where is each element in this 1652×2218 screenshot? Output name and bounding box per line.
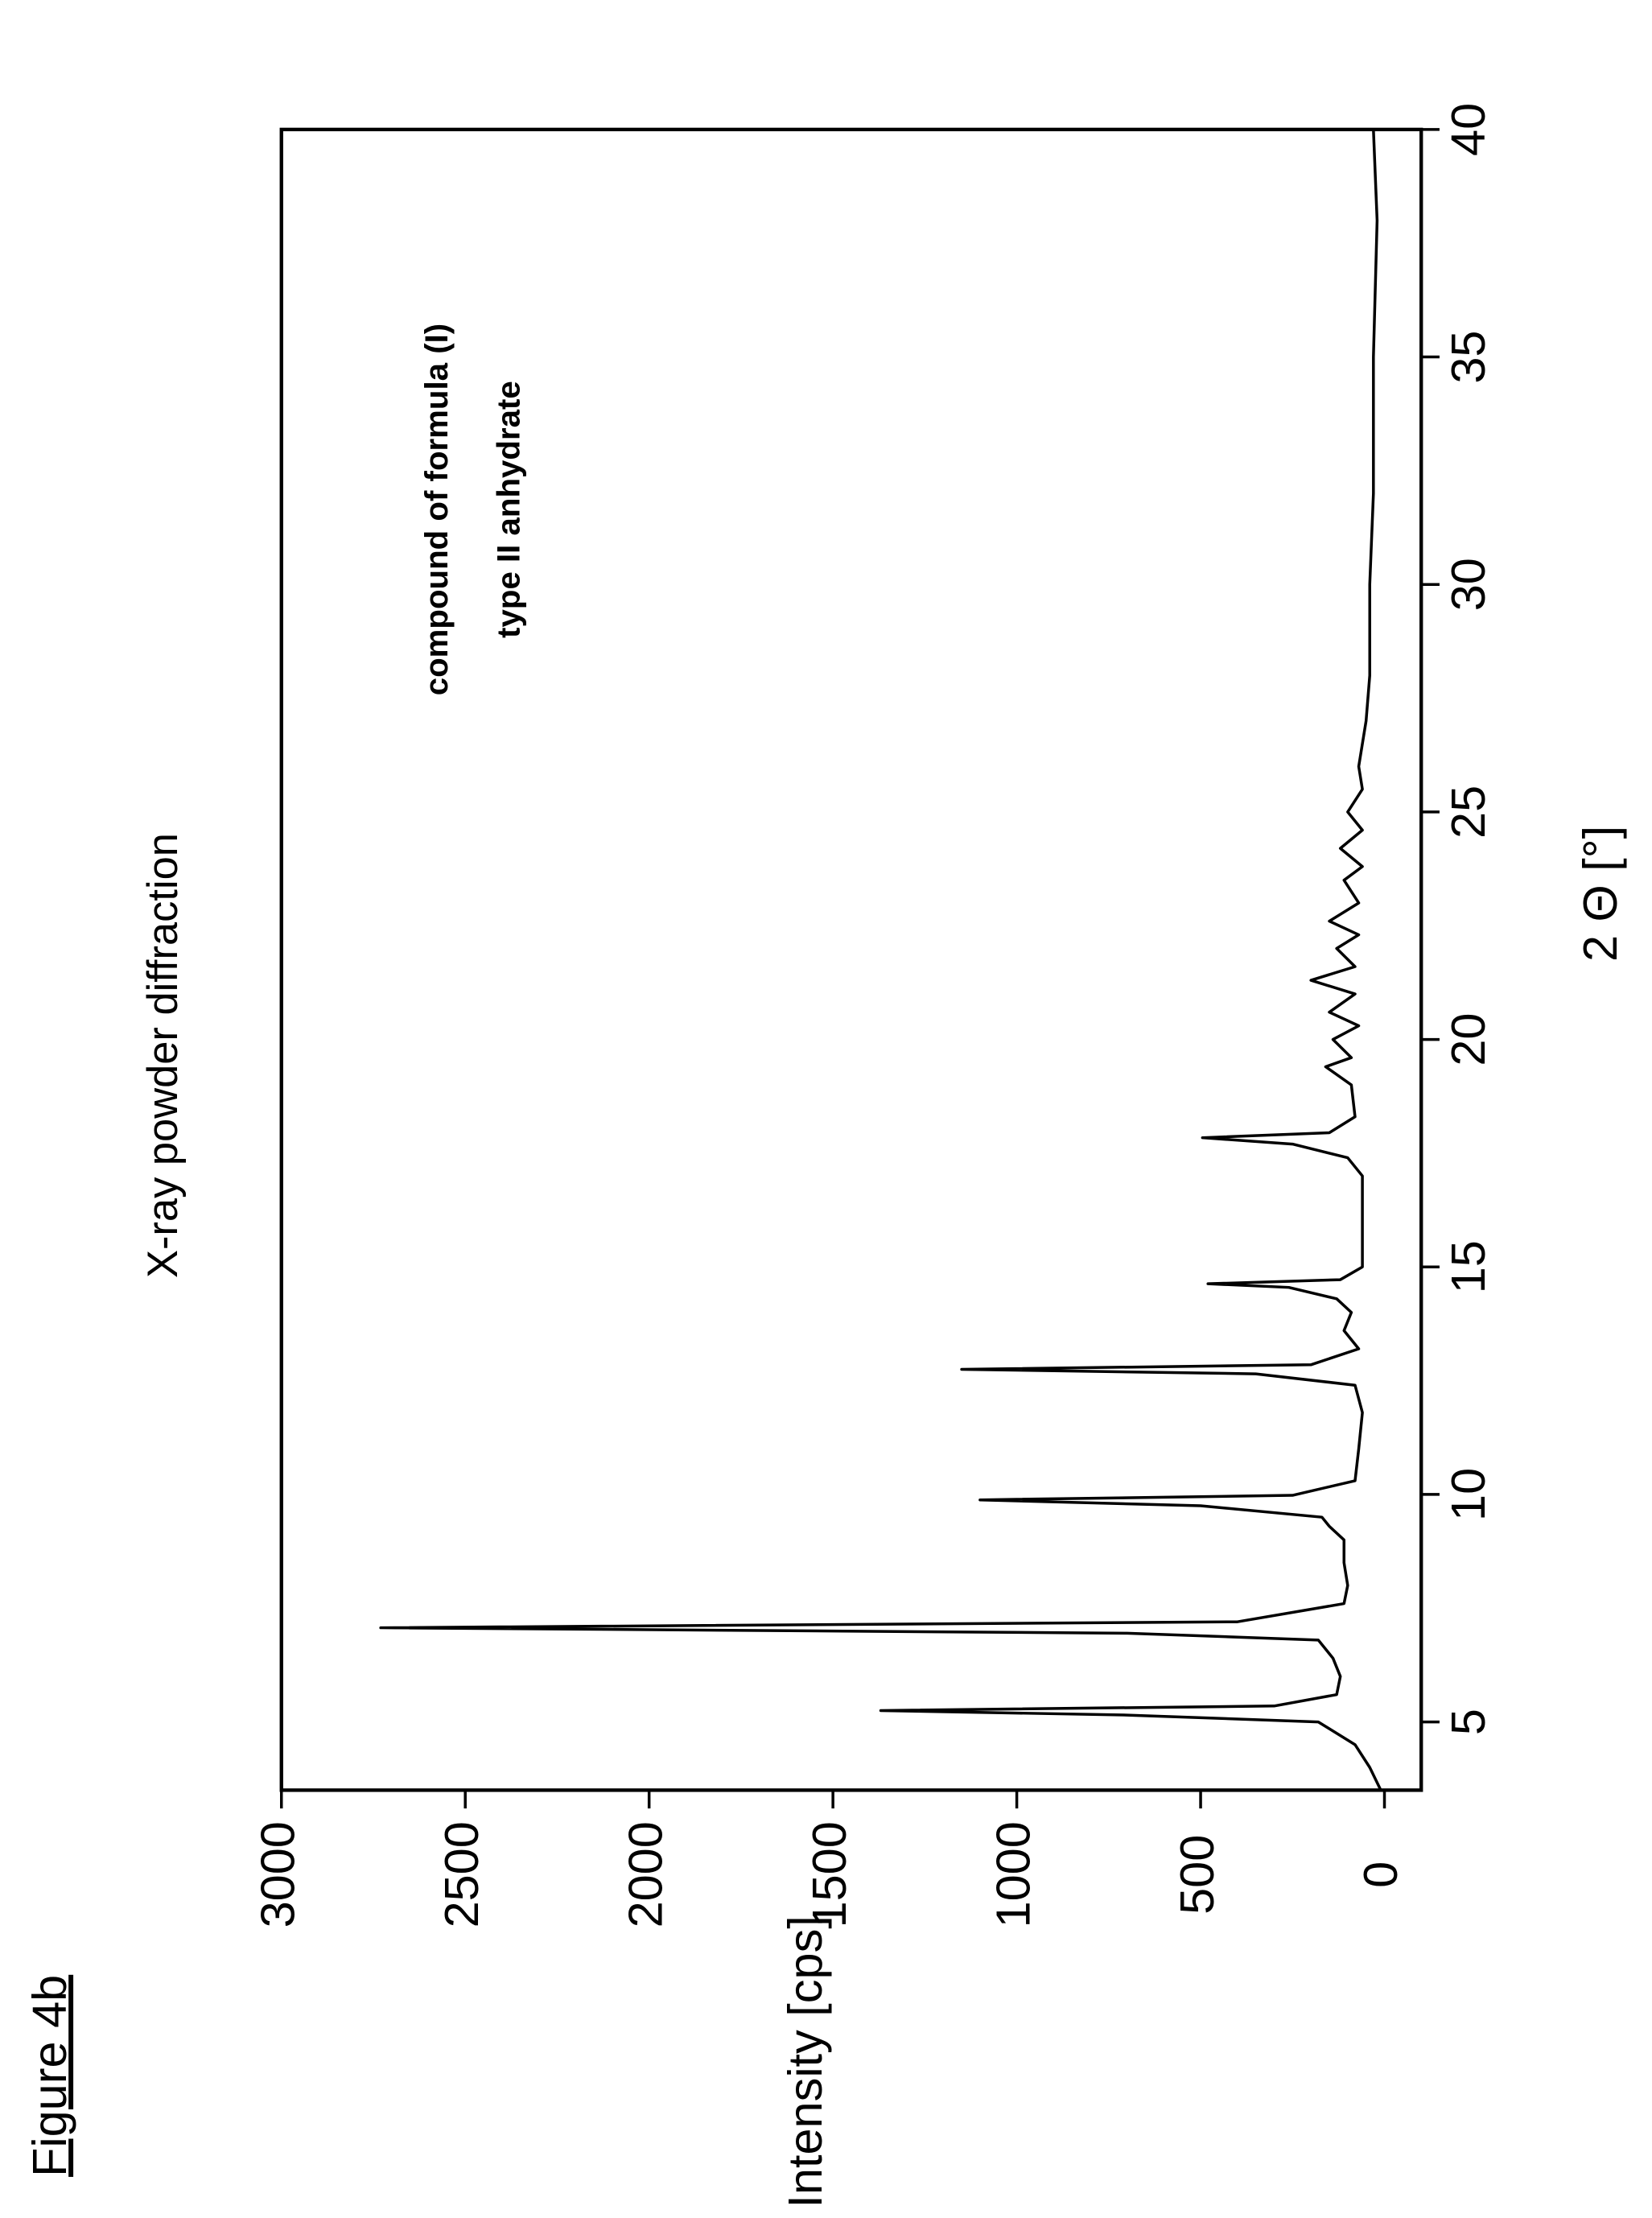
y-tick-label: 1500 <box>802 1821 856 1927</box>
x-tick-label: 5 <box>1441 1709 1495 1735</box>
annotation: compound of formula (I) <box>418 324 455 695</box>
annotation: type II anhydrate <box>490 381 526 638</box>
x-tick-label: 15 <box>1441 1240 1495 1293</box>
x-tick-label: 10 <box>1441 1468 1495 1521</box>
plot-frame <box>279 127 1423 1792</box>
x-tick-label: 40 <box>1441 103 1495 156</box>
xrd-trace <box>379 129 1382 1791</box>
x-tick-label: 30 <box>1441 558 1495 611</box>
x-tick-label: 35 <box>1441 330 1495 383</box>
y-tick-label: 0 <box>1353 1861 1407 1888</box>
x-tick-label: 25 <box>1441 785 1495 839</box>
chart-title: X-ray powder diffraction <box>140 833 187 1278</box>
y-tick-label: 2000 <box>618 1821 672 1927</box>
y-axis-label: Intensity [cps] <box>778 1915 832 2208</box>
x-axis-label: 2 Θ [°] <box>1573 826 1627 962</box>
y-tick-label: 2500 <box>435 1821 488 1927</box>
y-tick-label: 3000 <box>250 1821 304 1927</box>
y-tick-label: 500 <box>1170 1835 1224 1915</box>
x-tick-label: 20 <box>1441 1013 1495 1066</box>
figure-label: Figure 4b <box>23 1975 76 2177</box>
y-tick-label: 1000 <box>986 1821 1040 1927</box>
